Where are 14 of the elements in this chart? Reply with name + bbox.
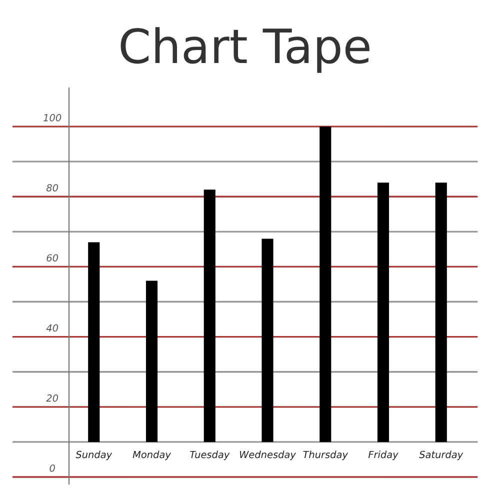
y-tick-label: 20 <box>46 394 58 402</box>
x-tick-label: Sunday <box>76 450 112 460</box>
x-tick-label: Saturday <box>419 450 464 460</box>
y-tick-label: 40 <box>46 324 58 332</box>
x-tick-label: Wednesday <box>240 450 296 460</box>
y-tick-label: 100 <box>44 114 62 122</box>
y-tick-label: 0 <box>50 464 55 472</box>
x-tick-label: Monday <box>132 450 172 460</box>
x-tick-label: Tuesday <box>190 450 230 460</box>
y-tick-label: 60 <box>46 254 58 262</box>
y-tick-label: 80 <box>46 184 58 192</box>
x-tick-label: Thursday <box>303 450 348 460</box>
chart-title: Chart Tape <box>120 27 370 73</box>
x-tick-label: Friday <box>368 450 398 460</box>
